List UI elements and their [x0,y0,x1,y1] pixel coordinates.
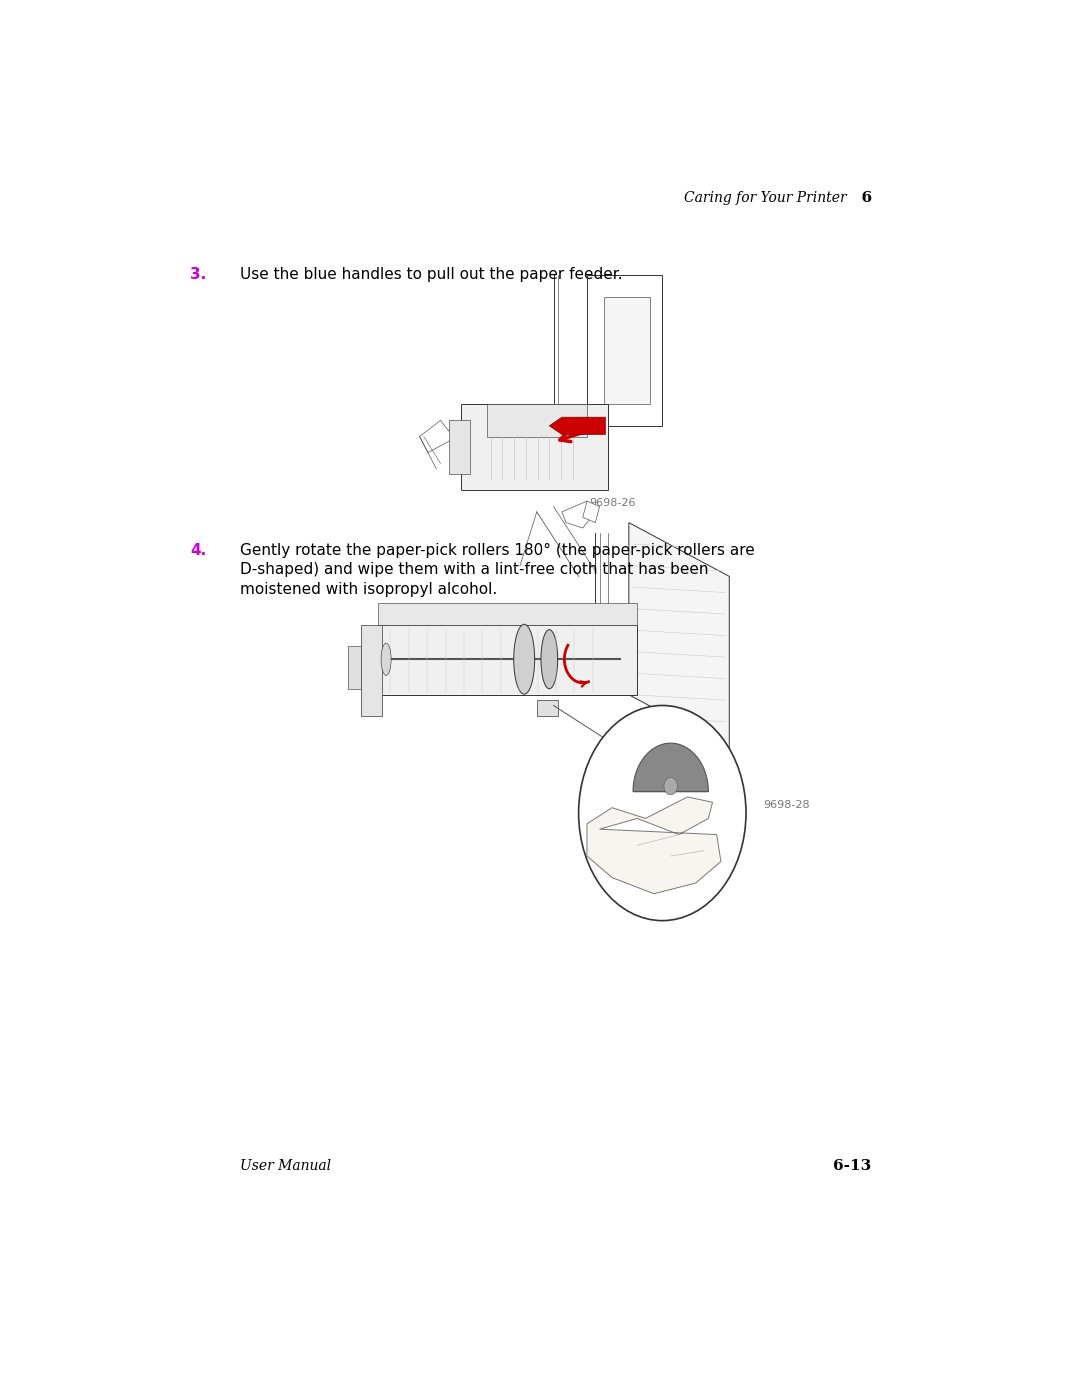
Polygon shape [562,502,591,528]
Polygon shape [583,502,599,522]
Text: 9698-28: 9698-28 [762,800,809,810]
FancyBboxPatch shape [486,404,588,437]
Text: User Manual: User Manual [240,1160,330,1173]
Text: 4.: 4. [190,543,206,557]
Ellipse shape [514,624,535,694]
Polygon shape [633,743,708,792]
Polygon shape [588,796,721,894]
FancyBboxPatch shape [461,404,608,490]
Text: 3.: 3. [190,267,206,282]
Polygon shape [537,700,557,717]
Text: 6-13: 6-13 [834,1160,872,1173]
Text: 9698-26: 9698-26 [589,497,635,509]
Bar [588,275,662,426]
Circle shape [579,705,746,921]
FancyBboxPatch shape [449,420,470,474]
Bar [604,296,650,404]
Ellipse shape [541,630,557,689]
FancyBboxPatch shape [349,647,361,689]
Text: Use the blue handles to pull out the paper feeder.: Use the blue handles to pull out the pap… [240,267,622,282]
Polygon shape [629,522,729,749]
Circle shape [664,778,677,795]
Text: D-shaped) and wipe them with a lint-free cloth that has been: D-shaped) and wipe them with a lint-free… [240,563,708,577]
Polygon shape [420,420,457,453]
Text: 6: 6 [851,191,872,205]
Polygon shape [550,418,606,434]
FancyBboxPatch shape [378,604,637,624]
Text: Gently rotate the paper-pick rollers 180° (the paper-pick rollers are: Gently rotate the paper-pick rollers 180… [240,543,754,557]
FancyBboxPatch shape [361,624,382,717]
Text: Caring for Your Printer: Caring for Your Printer [684,191,847,205]
Text: moistened with isopropyl alcohol.: moistened with isopropyl alcohol. [240,581,497,597]
FancyBboxPatch shape [378,624,637,694]
Ellipse shape [381,643,391,675]
